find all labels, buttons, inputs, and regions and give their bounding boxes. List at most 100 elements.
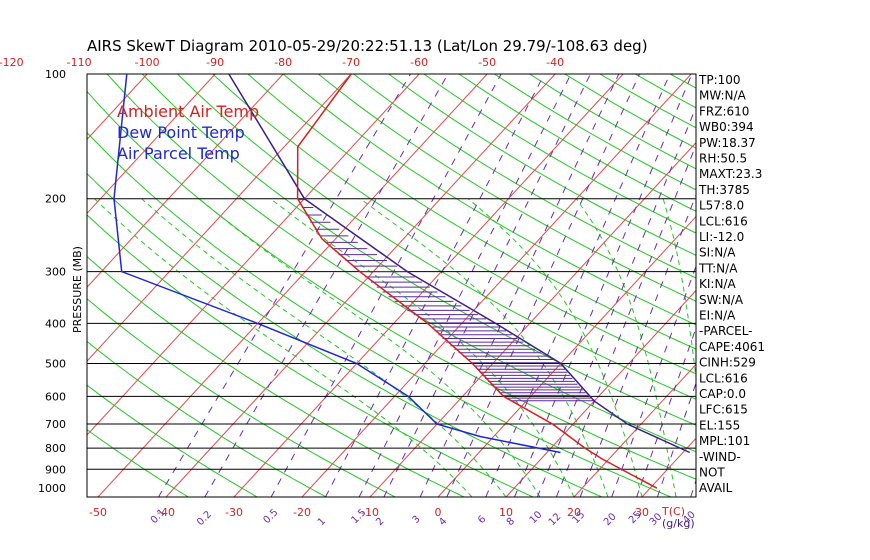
ambient-temp-line [296,74,658,489]
isotherm [846,74,870,497]
stability-index: SW:N/A [699,293,744,307]
mixing-ratio-line [536,105,696,497]
stability-index: RH:50.5 [699,152,747,166]
dry-adiabat [741,74,870,497]
isotherm [0,74,79,497]
mixing-ratio-tick-label: 8 [505,516,517,528]
dry-adiabat [87,384,258,497]
mixing-ratio-tick-label: 1 [316,516,328,528]
mixing-ratio-line [636,326,696,497]
isotherm [165,74,556,497]
mixing-ratio-tick-label: 3 [410,514,422,526]
stability-index: KI:N/A [699,277,736,291]
stability-index: TH:3785 [698,183,750,197]
mixing-ratio-line [158,74,411,497]
bottom-temp-tick-label: 30 [635,506,649,519]
isotherm [97,74,488,497]
stability-index: CAPE:4061 [699,340,765,354]
bottom-temp-tick-label: 10 [499,506,513,519]
bottom-temp-tick-label: -40 [157,506,175,519]
pressure-tick-label: 200 [45,193,66,206]
dry-adiabat [317,74,696,302]
stability-index: EI:N/A [699,309,736,323]
y-axis-label: PRESSURE (MB) [71,246,84,333]
mixing-ratio-tick-label: 2 [374,516,386,528]
stability-index: -WIND- [699,450,741,464]
stability-index: TP:100 [698,73,741,87]
dry-adiabat-grid [87,74,870,497]
mixing-ratio-line [555,143,696,497]
mixing-ratio-tick-label: 0.2 [195,509,214,528]
mixing-ratio-unit: (g/kg) [662,517,695,530]
dry-adiabat [353,74,696,279]
bottom-temp-tick-label: -30 [225,506,243,519]
mixing-ratio-line [514,74,693,497]
stability-index: CINH:529 [699,356,756,370]
stability-index: MPL:101 [699,434,750,448]
top-temp-tick-label: -70 [342,56,360,69]
dry-adiabat [212,74,696,375]
stability-index: NOT [699,466,725,480]
stability-index: MW:N/A [699,89,747,103]
bottom-temp-tick-label: 20 [567,506,581,519]
moist-adiabat [94,198,473,497]
dry-adiabat [87,428,189,497]
pressure-tick-label: 800 [45,442,66,455]
mixing-ratio-line [325,74,545,497]
dry-adiabat [87,131,672,497]
isotherm [87,74,284,288]
moist-adiabat [575,198,677,497]
bottom-temp-tick-label: -20 [293,506,311,519]
mixing-ratio-line [611,264,696,497]
stability-index: AVAIL [699,481,733,495]
isotherm [87,74,216,215]
top-temp-tick-label: -50 [478,56,496,69]
pressure-tick-label: 100 [45,68,66,81]
pressure-tick-label: 400 [45,317,66,330]
top-temp-tick-label: -40 [546,56,564,69]
isobar-lines [86,73,697,498]
dry-adiabat [846,74,870,497]
mixing-ratio-tick-label: 4 [437,516,449,528]
stability-index: LCL:616 [699,214,748,228]
moist-adiabat [359,198,609,497]
dry-adiabat [776,74,870,497]
dry-adiabat [388,74,696,256]
dry-adiabat [87,340,327,497]
dry-adiabat [87,298,396,497]
mixing-ratio-line [656,381,696,497]
isotherm [505,289,696,497]
top-temp-tick-label: -60 [410,56,428,69]
mixing-ratio-tick-label: 6 [476,514,488,526]
stability-index: EL:155 [699,418,740,432]
bottom-temp-tick-label: 0 [435,506,442,519]
pressure-tick-label: 500 [45,358,66,371]
pressure-tick-label: 700 [45,418,66,431]
pressure-tick-label: 600 [45,390,66,403]
mixing-ratio-tick-label: 20 [602,511,619,528]
stability-index: LFC:615 [699,403,748,417]
parcel-temp-line [228,74,691,454]
dewpoint-temp-line [113,74,561,454]
legend-parcel: Air Parcel Temp [117,144,240,163]
dry-adiabat [141,74,696,426]
stability-index: MAXT:23.3 [699,167,762,181]
top-temp-tick-label: -120 [0,56,24,69]
top-temp-tick-label: -100 [135,56,160,69]
mixing-ratio-tick-label: 12 [547,511,564,528]
isotherm [301,74,692,497]
mixing-ratio-line [270,74,502,497]
bottom-temp-tick-label: -10 [361,506,379,519]
moist-adiabat [198,198,541,497]
top-temp-tick-label: -80 [274,56,292,69]
cape-hatch [298,199,594,402]
dry-adiabat [247,74,696,350]
pressure-tick-label: 900 [45,463,66,476]
chart-title: AIRS SkewT Diagram 2010-05-29/20:22:51.1… [87,37,648,55]
isotherm [778,74,870,497]
dry-adiabat [87,172,603,497]
stability-index: CAP:0.0 [699,387,746,401]
mixing-ratio-line [383,74,591,497]
pressure-tick-label: 300 [45,266,66,279]
